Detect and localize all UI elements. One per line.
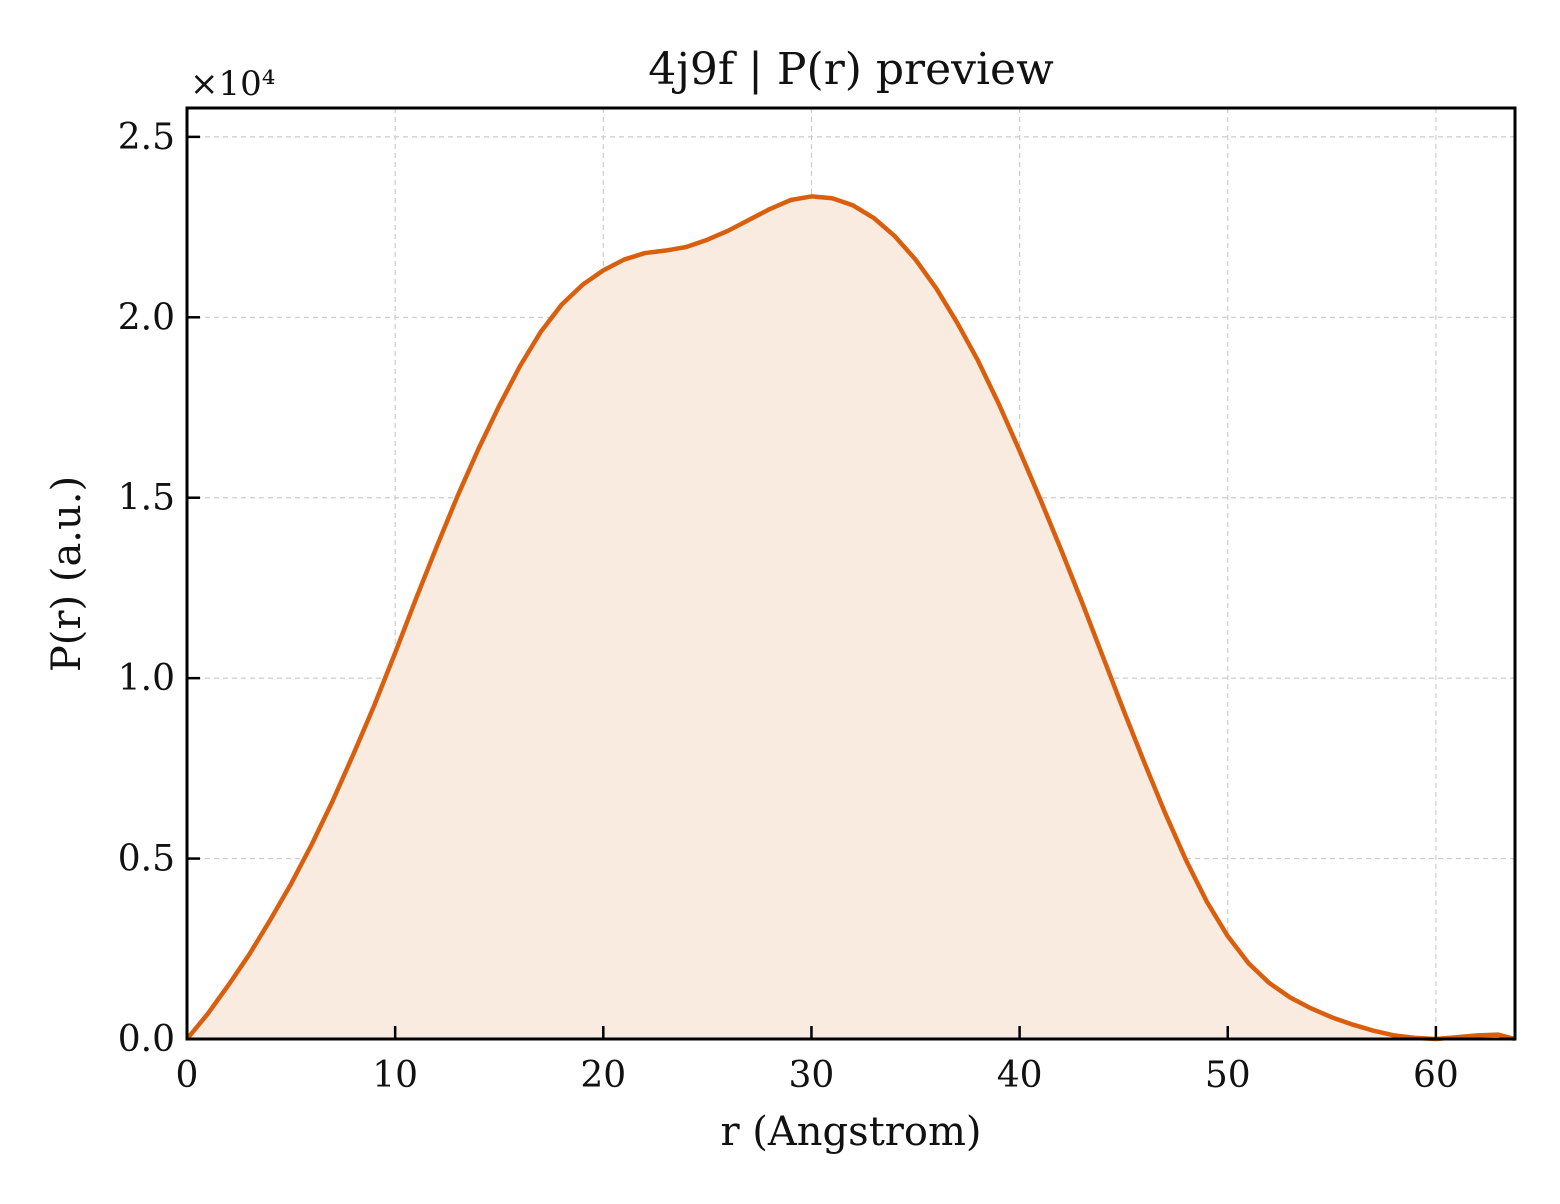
x-tick-label: 50	[1205, 1055, 1251, 1096]
ticks-layer: 0 10 20 30 40 50 60 0.0 0.5 1.0 1.5 2.0 2.5	[118, 117, 1459, 1096]
pr-area-fill	[187, 196, 1515, 1039]
y-tick-label: 1.5	[118, 478, 175, 519]
x-axis-label: r (Angstrom)	[720, 1109, 981, 1155]
y-tick-label: 1.0	[118, 658, 175, 699]
y-tick-label: 2.0	[118, 297, 175, 338]
x-tick-label: 10	[372, 1055, 418, 1096]
x-tick-label: 0	[176, 1055, 199, 1096]
pr-series-line	[185, 194, 1516, 1042]
y-tick-label: 0.5	[118, 839, 175, 880]
y-axis-multiplier: ×10⁴	[190, 64, 275, 104]
x-tick-label: 20	[580, 1055, 626, 1096]
x-tick-label: 30	[789, 1055, 835, 1096]
chart-title: 4j9f | P(r) preview	[648, 44, 1054, 95]
y-tick-label: 0.0	[118, 1019, 175, 1060]
x-tick-label: 60	[1413, 1055, 1459, 1096]
y-axis-label: P(r) (a.u.)	[44, 476, 90, 672]
x-tick-label: 40	[997, 1055, 1043, 1096]
plot-frame	[185, 106, 1517, 1041]
y-tick-label: 2.5	[118, 117, 175, 158]
